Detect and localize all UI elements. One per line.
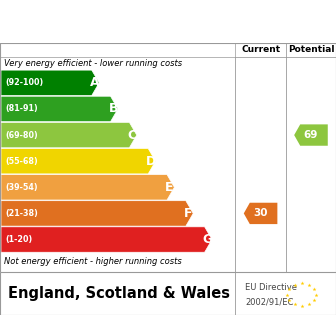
Bar (0, 43, 336, 57)
Text: Very energy efficient - lower running costs: Very energy efficient - lower running co… (4, 59, 182, 68)
Polygon shape (1, 70, 99, 95)
Text: 30: 30 (253, 209, 268, 218)
Bar (286, 43, 336, 57)
Text: Potential: Potential (288, 45, 334, 54)
Polygon shape (244, 203, 277, 224)
Polygon shape (1, 96, 118, 122)
Text: (81-91): (81-91) (5, 105, 38, 113)
Polygon shape (1, 175, 174, 200)
Text: A: A (89, 76, 99, 89)
Polygon shape (294, 124, 328, 146)
Text: C: C (127, 129, 136, 141)
Text: (69-80): (69-80) (5, 130, 38, 140)
Text: F: F (184, 207, 193, 220)
Text: (55-68): (55-68) (5, 157, 38, 166)
Text: Not energy efficient - higher running costs: Not energy efficient - higher running co… (4, 257, 182, 266)
Text: (39-54): (39-54) (5, 183, 38, 192)
Text: 69: 69 (304, 130, 318, 140)
Text: 2002/91/EC: 2002/91/EC (245, 298, 294, 307)
Text: EU Directive: EU Directive (245, 283, 297, 292)
Text: England, Scotland & Wales: England, Scotland & Wales (8, 286, 230, 301)
Polygon shape (1, 122, 137, 148)
Text: (21-38): (21-38) (5, 209, 38, 218)
Polygon shape (1, 148, 156, 174)
Text: (1-20): (1-20) (5, 235, 32, 244)
Polygon shape (1, 201, 193, 226)
Text: E: E (165, 181, 174, 194)
Text: G: G (202, 233, 212, 246)
Text: B: B (109, 102, 118, 116)
Text: Current: Current (241, 45, 280, 54)
Text: D: D (145, 155, 156, 168)
Text: (92-100): (92-100) (5, 78, 43, 87)
Text: Energy Efficiency Rating: Energy Efficiency Rating (63, 14, 273, 29)
Polygon shape (1, 227, 212, 252)
Bar (235, 43, 286, 57)
